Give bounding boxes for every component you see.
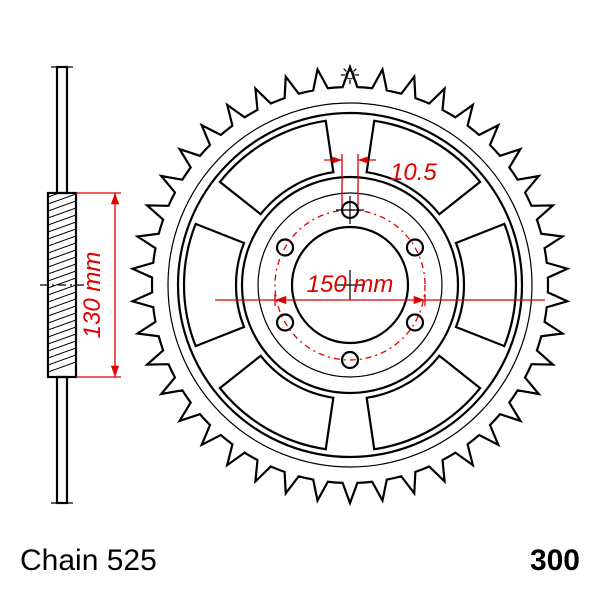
- chain-label: Chain 525: [20, 544, 157, 577]
- part-number: 300: [530, 544, 580, 577]
- dim-bolt-hole: 10.5: [390, 159, 437, 186]
- dim-bolt-circle: 150 mm: [307, 271, 394, 298]
- dim-hub-outer: 130 mm: [79, 252, 106, 339]
